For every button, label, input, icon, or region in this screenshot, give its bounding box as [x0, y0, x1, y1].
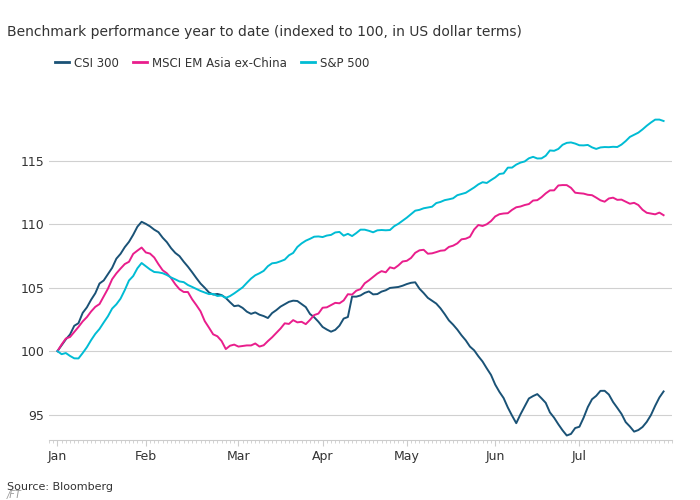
MSCI EM Asia ex-China [559, 182, 567, 188]
CSI 300 [659, 388, 668, 394]
S&P 500 [53, 348, 62, 354]
MSCI EM Asia ex-China [83, 314, 91, 320]
CSI 300 [407, 280, 415, 286]
CSI 300 [137, 219, 146, 225]
Text: Source: Bloomberg: Source: Bloomberg [7, 482, 113, 492]
S&P 500 [407, 211, 415, 217]
CSI 300 [563, 432, 571, 438]
MSCI EM Asia ex-China [659, 212, 668, 218]
S&P 500 [533, 156, 542, 162]
Line: S&P 500: S&P 500 [57, 120, 664, 358]
Text: /FT: /FT [7, 490, 22, 500]
S&P 500 [517, 160, 525, 166]
MSCI EM Asia ex-China [529, 198, 538, 203]
CSI 300 [517, 412, 525, 418]
MSCI EM Asia ex-China [512, 204, 521, 210]
MSCI EM Asia ex-China [53, 348, 62, 354]
MSCI EM Asia ex-China [622, 198, 630, 204]
S&P 500 [659, 118, 668, 124]
Text: Benchmark performance year to date (indexed to 100, in US dollar terms): Benchmark performance year to date (inde… [7, 25, 522, 39]
S&P 500 [57, 351, 66, 357]
CSI 300 [53, 348, 62, 354]
Line: MSCI EM Asia ex-China: MSCI EM Asia ex-China [57, 185, 664, 351]
Legend: CSI 300, MSCI EM Asia ex-China, S&P 500: CSI 300, MSCI EM Asia ex-China, S&P 500 [55, 56, 369, 70]
CSI 300 [626, 424, 634, 430]
S&P 500 [87, 337, 95, 343]
CSI 300 [57, 342, 66, 348]
S&P 500 [74, 356, 83, 362]
S&P 500 [655, 116, 664, 122]
Line: CSI 300: CSI 300 [57, 222, 664, 436]
CSI 300 [83, 304, 91, 310]
CSI 300 [533, 391, 542, 397]
S&P 500 [622, 138, 630, 144]
MSCI EM Asia ex-China [402, 258, 411, 264]
MSCI EM Asia ex-China [57, 342, 66, 347]
